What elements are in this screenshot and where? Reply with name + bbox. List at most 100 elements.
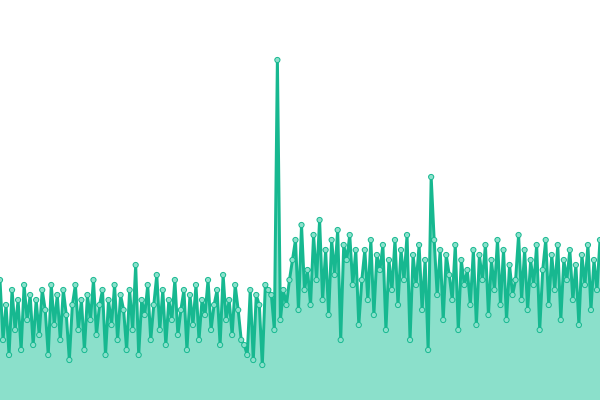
point: [108, 321, 115, 329]
point: [87, 316, 94, 324]
point: [24, 316, 31, 324]
point: [283, 301, 290, 309]
point: [515, 231, 522, 239]
point: [443, 251, 450, 259]
point: [412, 281, 420, 289]
point: [575, 321, 582, 329]
point: [521, 246, 528, 254]
point: [265, 286, 272, 294]
point: [259, 361, 266, 369]
point: [27, 291, 34, 299]
point: [271, 326, 278, 334]
point: [192, 281, 200, 289]
point: [253, 291, 260, 299]
point: [581, 281, 589, 289]
point: [437, 246, 444, 254]
point: [422, 256, 429, 264]
point: [57, 336, 64, 344]
point: [159, 286, 166, 294]
point: [304, 266, 311, 274]
point: [42, 306, 49, 314]
point: [343, 256, 350, 264]
point: [60, 286, 67, 294]
point: [578, 251, 586, 259]
point: [220, 271, 227, 279]
point: [183, 346, 191, 354]
point: [207, 326, 215, 334]
point: [223, 316, 230, 324]
point: [274, 56, 281, 64]
point: [0, 276, 4, 284]
point: [440, 316, 447, 324]
point: [33, 296, 40, 304]
point: [331, 271, 338, 279]
point: [93, 331, 100, 339]
point: [425, 346, 432, 354]
point: [527, 256, 534, 264]
point: [226, 296, 233, 304]
point: [337, 336, 344, 344]
point: [238, 336, 245, 344]
point: [123, 346, 130, 354]
point: [21, 281, 28, 289]
point: [96, 301, 103, 309]
point: [482, 241, 489, 249]
point: [2, 301, 10, 309]
point: [548, 251, 555, 259]
point: [195, 336, 203, 344]
point: [213, 286, 221, 294]
point: [557, 316, 564, 324]
point: [14, 296, 22, 304]
point: [449, 296, 456, 304]
point: [120, 306, 127, 314]
point: [536, 326, 543, 334]
point: [45, 351, 52, 359]
point: [30, 341, 37, 349]
point: [334, 226, 341, 234]
point: [177, 306, 185, 314]
point: [476, 251, 483, 259]
point: [141, 311, 148, 319]
point: [560, 256, 567, 264]
point: [90, 276, 97, 284]
point: [569, 296, 576, 304]
point: [434, 291, 441, 299]
point: [467, 301, 474, 309]
point: [256, 301, 263, 309]
point: [241, 341, 248, 349]
point: [262, 281, 269, 289]
point: [81, 346, 88, 354]
point: [403, 231, 411, 239]
point: [201, 311, 209, 319]
point: [289, 256, 296, 264]
point: [105, 296, 112, 304]
point: [554, 241, 561, 249]
point: [358, 276, 365, 284]
point: [204, 276, 212, 284]
point: [322, 246, 329, 254]
point: [277, 316, 284, 324]
point: [409, 251, 417, 259]
point: [461, 281, 468, 289]
point: [491, 286, 498, 294]
point: [391, 236, 399, 244]
point: [590, 256, 598, 264]
point: [479, 276, 486, 284]
point: [596, 236, 600, 244]
point: [286, 276, 293, 284]
point: [455, 326, 462, 334]
area: [0, 60, 600, 400]
point: [361, 246, 368, 254]
point: [542, 236, 549, 244]
point: [36, 331, 43, 339]
point: [174, 331, 181, 339]
point: [298, 221, 305, 229]
point: [470, 246, 477, 254]
point: [84, 291, 91, 299]
point: [572, 261, 579, 269]
point: [168, 316, 175, 324]
point: [75, 326, 82, 334]
point: [530, 281, 537, 289]
